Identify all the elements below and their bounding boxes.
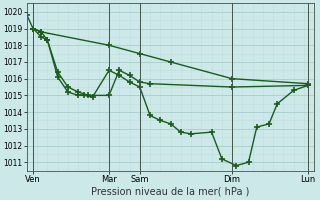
X-axis label: Pression niveau de la mer( hPa ): Pression niveau de la mer( hPa ) (92, 187, 250, 197)
